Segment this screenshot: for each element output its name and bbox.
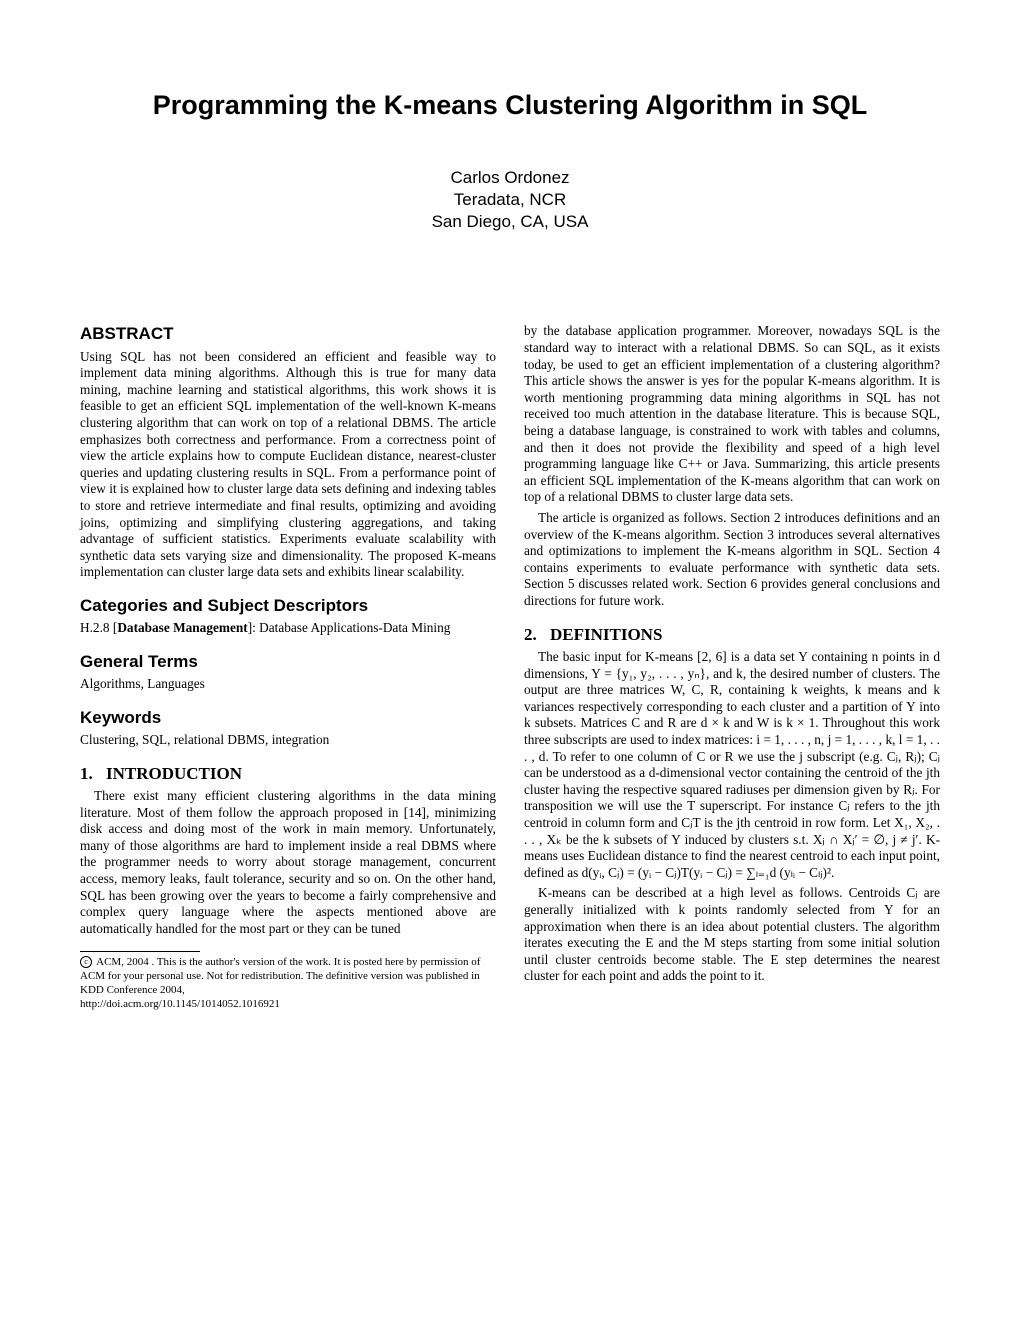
keywords-heading: Keywords	[80, 707, 496, 728]
definitions-p2: K-means can be described at a high level…	[524, 885, 940, 985]
categories-prefix: H.2.8 [	[80, 620, 117, 635]
footnote-line1: ACM, 2004 . This is the author's version…	[80, 956, 480, 996]
general-terms-body: Algorithms, Languages	[80, 676, 496, 693]
author-location: San Diego, CA, USA	[80, 211, 940, 233]
right-column: by the database application programmer. …	[524, 323, 940, 1011]
introduction-body: There exist many efficient clustering al…	[80, 788, 496, 937]
definitions-p1: The basic input for K-means [2, 6] is a …	[524, 649, 940, 882]
general-terms-heading: General Terms	[80, 651, 496, 672]
author-affiliation: Teradata, NCR	[80, 189, 940, 211]
intro-continuation-p1: by the database application programmer. …	[524, 323, 940, 506]
categories-suffix: ]: Database Applications-Data Mining	[248, 620, 451, 635]
footnote-line2: http://doi.acm.org/10.1145/1014052.10169…	[80, 998, 280, 1010]
categories-heading: Categories and Subject Descriptors	[80, 595, 496, 616]
two-column-layout: ABSTRACT Using SQL has not been consider…	[80, 323, 940, 1011]
definitions-heading: 2.DEFINITIONS	[524, 624, 940, 645]
categories-bold: Database Management	[117, 620, 247, 635]
copyright-footnote: c ACM, 2004 . This is the author's versi…	[80, 956, 496, 1011]
author-name: Carlos Ordonez	[80, 167, 940, 189]
categories-body: H.2.8 [Database Management]: Database Ap…	[80, 620, 496, 637]
intro-sec-num: 1.	[80, 763, 106, 784]
definitions-sec-title: DEFINITIONS	[550, 625, 662, 644]
abstract-body: Using SQL has not been considered an eff…	[80, 349, 496, 582]
page: Programming the K-means Clustering Algor…	[0, 0, 1020, 1320]
paper-title: Programming the K-means Clustering Algor…	[80, 90, 940, 121]
introduction-heading: 1.INTRODUCTION	[80, 763, 496, 784]
definitions-sec-num: 2.	[524, 624, 550, 645]
author-block: Carlos Ordonez Teradata, NCR San Diego, …	[80, 167, 940, 233]
intro-sec-title: INTRODUCTION	[106, 764, 242, 783]
left-column: ABSTRACT Using SQL has not been consider…	[80, 323, 496, 1011]
footnote-rule	[80, 951, 200, 952]
copyright-icon: c	[80, 956, 92, 968]
keywords-body: Clustering, SQL, relational DBMS, integr…	[80, 732, 496, 749]
intro-continuation-p2: The article is organized as follows. Sec…	[524, 510, 940, 610]
abstract-heading: ABSTRACT	[80, 323, 496, 344]
